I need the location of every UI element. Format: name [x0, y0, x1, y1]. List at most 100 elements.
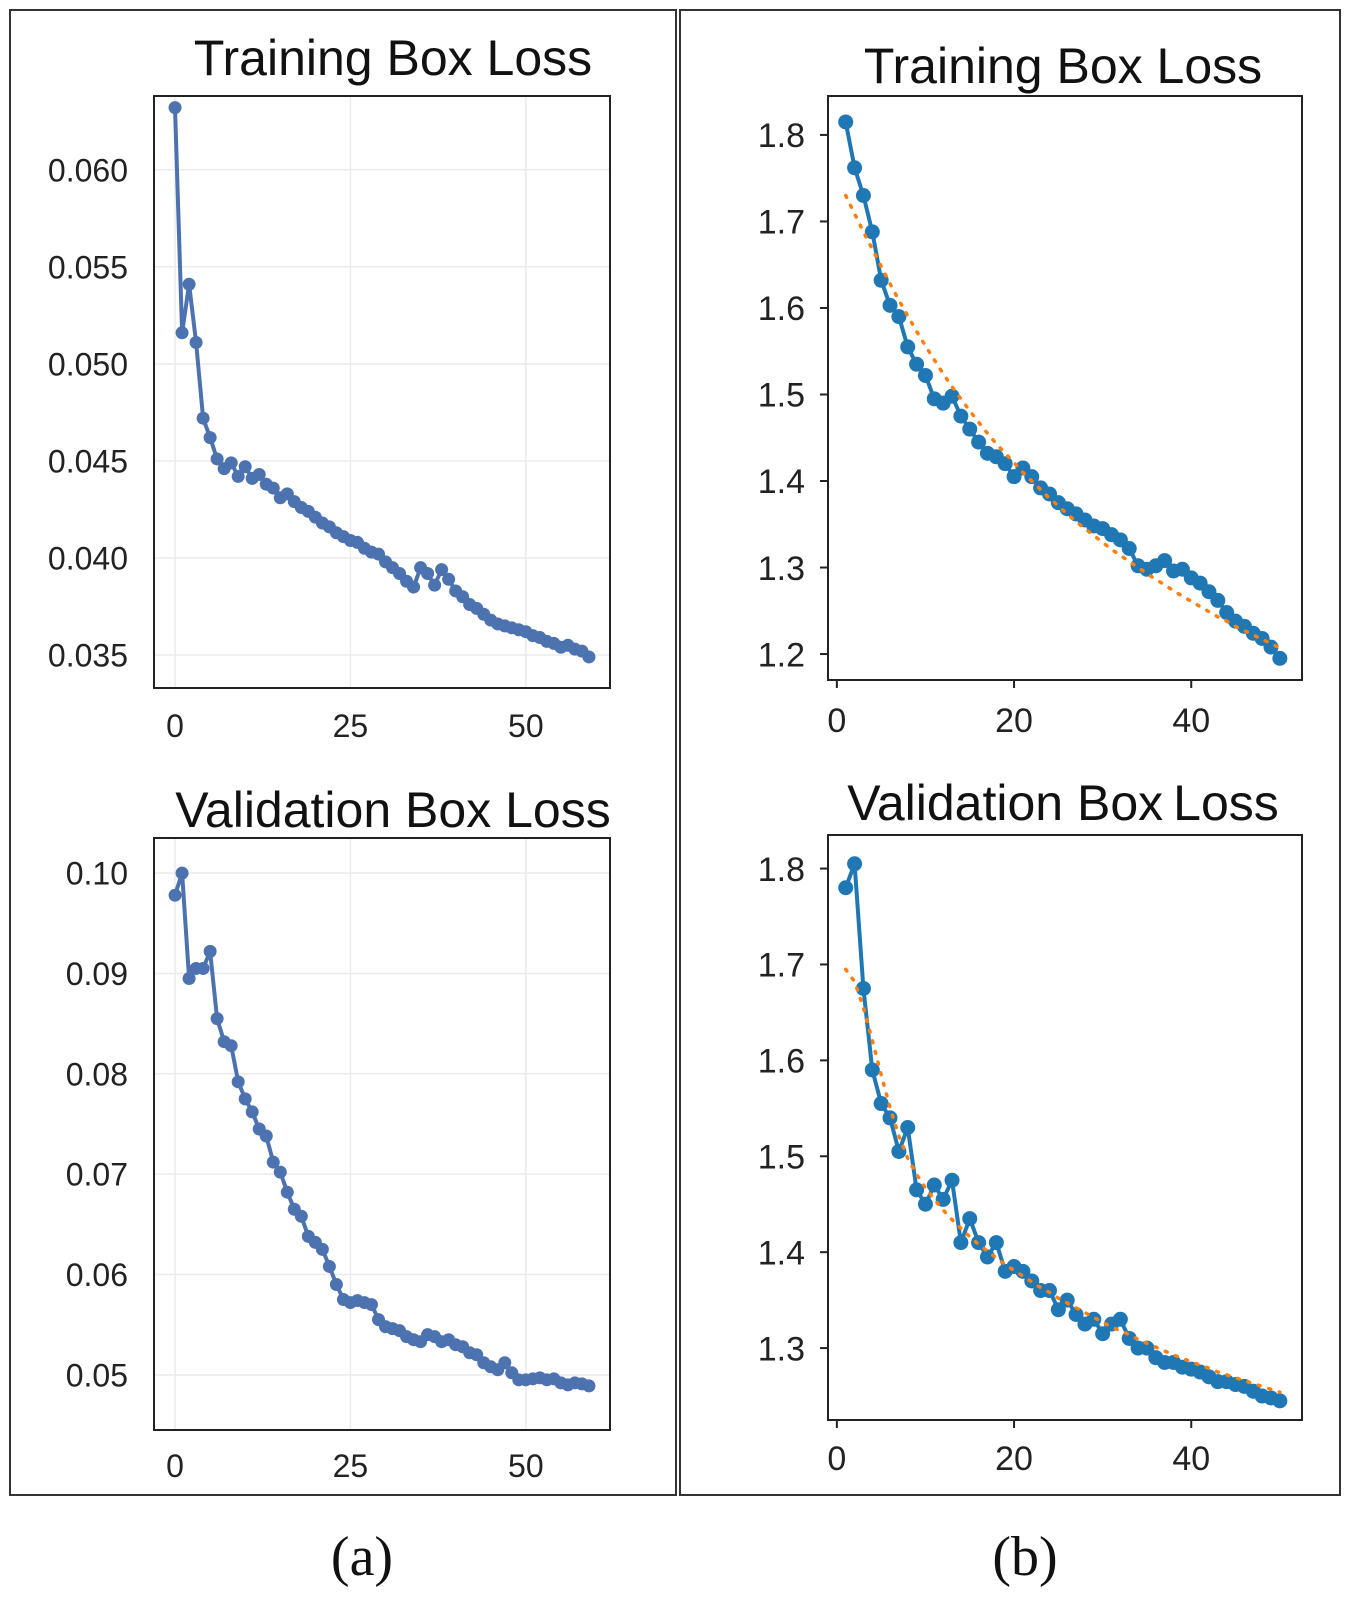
data-point: [900, 1120, 916, 1135]
data-point: [259, 1129, 273, 1143]
data-point: [909, 356, 925, 372]
data-point: [421, 566, 435, 580]
y-tick-label: 1.4: [758, 1234, 805, 1272]
data-point: [953, 1235, 969, 1251]
data-point: [428, 578, 442, 592]
data-point: [1024, 469, 1040, 485]
data-point: [979, 1249, 995, 1265]
data-point: [909, 1182, 925, 1198]
data-point: [1272, 1393, 1288, 1409]
plot-area: [153, 837, 611, 1431]
data-point: [1157, 553, 1173, 569]
data-point: [917, 1196, 933, 1212]
y-tick-label: 0.08: [66, 1056, 128, 1092]
chart-a-validation-box-loss: Validation Box Loss 0.05 0.06 0.07 0.08 0.09 0…: [66, 782, 611, 1484]
data-point: [582, 1379, 596, 1393]
panel-b-frame: [679, 9, 1341, 1496]
x-tick-label: 40: [1172, 1440, 1210, 1478]
data-point: [997, 456, 1013, 472]
series-trend-line: [843, 193, 1282, 650]
y-tick-label: 0.05: [66, 1357, 128, 1393]
data-point: [847, 856, 863, 872]
y-tick-label: 1.7: [758, 947, 805, 985]
chart-title: Training Box Loss: [864, 38, 1262, 94]
y-tick-label: 1.4: [758, 463, 805, 501]
x-tick-label: 25: [333, 1448, 369, 1484]
y-tick-label: 0.07: [66, 1157, 128, 1193]
data-point: [1059, 1292, 1075, 1308]
x-tick-label: 25: [333, 708, 369, 744]
series-trend-line: [843, 967, 1282, 1394]
data-point: [1086, 1311, 1102, 1327]
data-point: [838, 880, 854, 896]
y-tick-label: 0.040: [48, 540, 128, 576]
data-point: [1139, 1340, 1155, 1356]
data-point: [196, 961, 210, 975]
data-point: [1112, 1311, 1128, 1327]
data-point: [175, 866, 189, 880]
data-point: [315, 1242, 329, 1256]
y-tick-label: 1.5: [758, 1139, 805, 1177]
data-point: [252, 467, 266, 481]
data-point: [855, 187, 871, 203]
data-point: [168, 888, 182, 902]
data-point: [294, 1209, 308, 1223]
data-point: [882, 297, 898, 313]
data-point: [1050, 1302, 1066, 1318]
y-tick-label: 1.2: [758, 636, 805, 674]
data-point: [917, 367, 933, 383]
data-point: [196, 411, 210, 425]
x-tick-label: 20: [995, 1440, 1033, 1478]
data-point: [364, 1298, 378, 1312]
data-point: [189, 336, 203, 350]
data-point: [962, 1211, 978, 1227]
plot-area: [153, 95, 611, 689]
caption-a: (a): [331, 1526, 393, 1588]
y-tick-label: 1.3: [758, 1330, 805, 1368]
data-point: [1068, 1307, 1084, 1323]
data-point: [891, 309, 907, 325]
y-tick-label: 1.6: [758, 1043, 805, 1081]
y-tick-label: 0.060: [48, 152, 128, 188]
x-tick-label: 20: [995, 702, 1033, 740]
data-point: [266, 481, 280, 495]
y-tick-label: 0.035: [48, 638, 128, 674]
y-tick-label: 0.06: [66, 1257, 128, 1293]
y-tick-label: 0.055: [48, 249, 128, 285]
data-point: [231, 1075, 245, 1089]
data-point: [1095, 1326, 1111, 1342]
y-tick-label: 1.7: [758, 204, 805, 242]
chart-title: Validation Box Loss: [175, 782, 610, 838]
data-point: [873, 1096, 889, 1112]
data-point: [224, 456, 238, 470]
data-point: [238, 460, 252, 474]
data-point: [168, 101, 182, 115]
y-tick-label: 1.8: [758, 851, 805, 889]
data-point: [882, 1110, 898, 1126]
caption-b: (b): [992, 1526, 1057, 1588]
y-tick-label: 1.8: [758, 117, 805, 155]
x-tick-label: 50: [508, 708, 544, 744]
data-point: [1210, 592, 1226, 608]
plot-area: [827, 834, 1303, 1421]
y-tick-label: 1.6: [758, 290, 805, 328]
y-tick-label: 0.10: [66, 856, 128, 892]
y-tick-label: 1.3: [758, 550, 805, 588]
plot-area: [827, 95, 1303, 681]
y-tick-label: 0.050: [48, 346, 128, 382]
data-point: [988, 1235, 1004, 1251]
data-point: [266, 1155, 280, 1169]
data-point: [245, 1105, 259, 1119]
data-point: [926, 1177, 942, 1193]
data-point: [971, 434, 987, 450]
data-point: [855, 980, 871, 996]
chart-title: Validation Box Loss: [847, 775, 1279, 831]
data-point: [280, 1185, 294, 1199]
x-tick-label: 0: [166, 1448, 184, 1484]
data-point: [953, 408, 969, 424]
data-point: [864, 224, 880, 240]
x-tick-label: 40: [1172, 702, 1210, 740]
data-point: [322, 1259, 336, 1273]
data-point: [962, 421, 978, 437]
